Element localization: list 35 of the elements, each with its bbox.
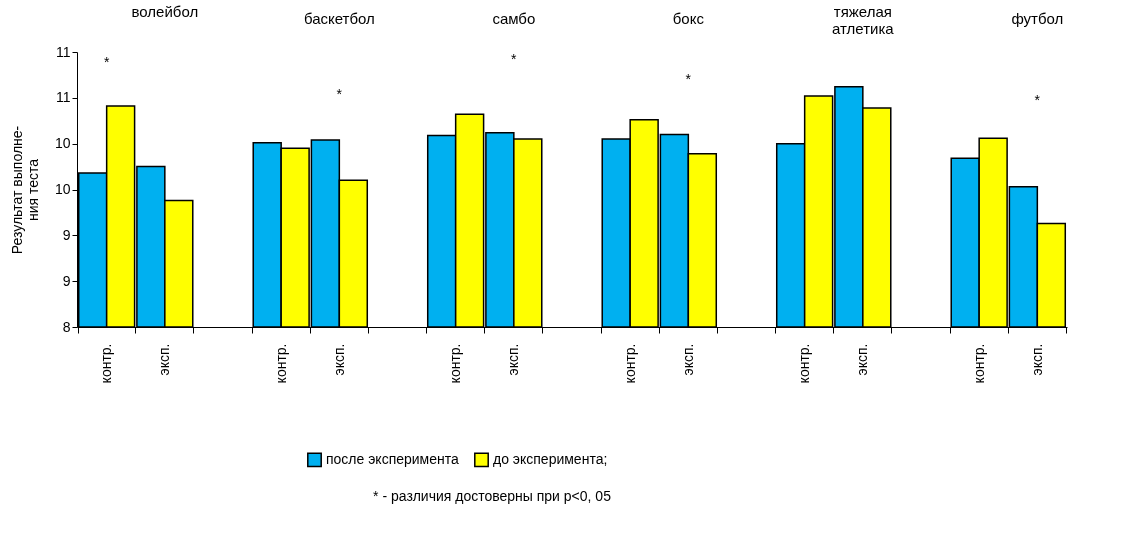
text: бокс xyxy=(672,10,705,27)
x-tick-label: контр. xyxy=(621,343,638,384)
x-tick-label: контр. xyxy=(447,343,464,384)
x-tick-label: эксп. xyxy=(156,343,173,376)
legend-label: до эксперимента; xyxy=(493,450,608,467)
legend-label: после эксперимента xyxy=(326,450,460,467)
x-tick-label: эксп. xyxy=(854,343,871,376)
text: волейбол xyxy=(131,3,199,20)
annotation: * xyxy=(103,54,110,70)
y-tick-label: 11 xyxy=(55,43,71,60)
x-tick-label: контр. xyxy=(98,343,115,384)
text: ния теста xyxy=(24,158,41,222)
text: футбол xyxy=(1011,10,1064,27)
text: тяжелая атлетика xyxy=(832,3,895,37)
y-tick-label: 9 xyxy=(62,226,71,243)
text: баскетбол xyxy=(303,10,375,27)
text: самбо xyxy=(492,10,536,27)
x-tick-label: эксп. xyxy=(1028,343,1045,376)
x-tick-label: эксп. xyxy=(330,343,347,376)
x-tick-label: контр. xyxy=(272,343,289,384)
annotation: * xyxy=(685,71,692,87)
x-tick-label: эксп. xyxy=(679,343,696,376)
y-tick-label: 9 xyxy=(62,272,71,289)
text: * - различия достоверны при p<0, 05 xyxy=(373,488,612,504)
y-tick-label: 10 xyxy=(54,135,71,152)
annotation: * xyxy=(1034,92,1041,108)
y-tick-label: 8 xyxy=(62,318,71,335)
y-tick-label: 11 xyxy=(55,89,71,106)
text: Результат выполне- xyxy=(8,125,25,255)
x-tick-label: эксп. xyxy=(505,343,522,376)
x-tick-label: контр. xyxy=(796,343,813,384)
x-tick-label: контр. xyxy=(970,343,987,384)
annotation: * xyxy=(336,86,343,102)
annotation: * xyxy=(511,51,518,67)
y-tick-label: 10 xyxy=(54,181,71,197)
